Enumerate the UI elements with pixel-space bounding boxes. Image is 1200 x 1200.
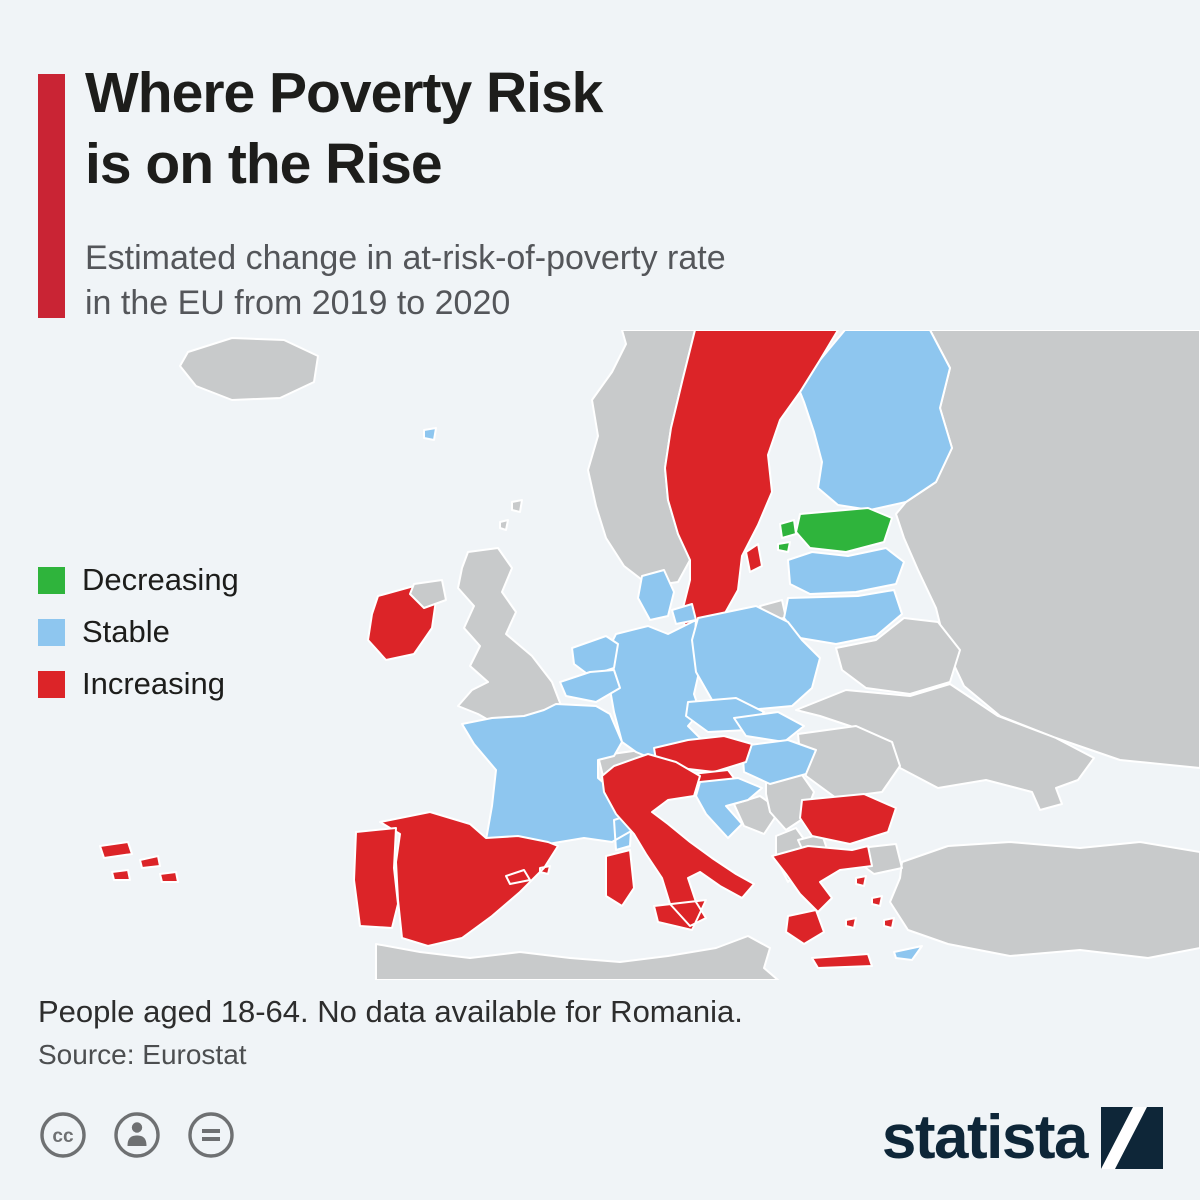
map-region-north-africa	[375, 935, 779, 980]
legend-label-decreasing: Decreasing	[82, 562, 239, 597]
page-subtitle-line2: in the EU from 2019 to 2020	[85, 283, 511, 322]
statista-logo[interactable]: statista	[882, 1107, 1163, 1169]
legend-label-increasing: Increasing	[82, 666, 226, 701]
map-country-belarus	[835, 617, 961, 695]
europe-choropleth-map	[99, 330, 1200, 980]
statista-wordmark: statista	[881, 1103, 1089, 1172]
map-country-iceland	[179, 337, 319, 401]
attribution-person-icon[interactable]	[112, 1110, 162, 1160]
legend: Decreasing Stable Increasing	[38, 562, 239, 702]
map-country-netherlands	[571, 635, 619, 677]
source-line: Source: Eurostat	[38, 1039, 247, 1070]
map-country-germany	[605, 619, 707, 763]
map-region-northern-ireland	[409, 579, 447, 609]
title-accent-bar	[38, 74, 65, 318]
map-country-cyprus	[893, 945, 923, 961]
map-country-turkey	[857, 841, 1200, 959]
map-country-croatia	[695, 777, 763, 839]
map-country-italy	[601, 753, 755, 931]
map-country-greece	[771, 845, 895, 969]
map-country-latvia	[787, 547, 905, 595]
map-country-slovakia	[733, 711, 805, 743]
page-subtitle: Estimated change in at-risk-of-poverty r…	[85, 236, 726, 326]
map-country-portugal	[99, 827, 399, 929]
page-title: Where Poverty Risk is on the Rise	[85, 58, 603, 201]
equals-icon[interactable]	[186, 1110, 236, 1160]
statista-logo-mark	[1101, 1107, 1163, 1169]
legend-swatch-increasing	[38, 670, 65, 698]
map-country-belgium	[559, 669, 621, 703]
svg-text:cc: cc	[52, 1126, 74, 1147]
map-region-faroe-islands	[423, 427, 437, 441]
map-country-estonia	[777, 507, 893, 553]
map-country-poland	[691, 605, 821, 711]
page-subtitle-line1: Estimated change in at-risk-of-poverty r…	[85, 239, 726, 277]
page-title-line1: Where Poverty Risk	[85, 61, 603, 125]
legend-swatch-stable	[38, 618, 65, 646]
footnote: People aged 18-64. No data available for…	[38, 994, 743, 1029]
creative-commons-icon[interactable]: cc	[38, 1110, 88, 1160]
license-icons: cc	[38, 1110, 236, 1160]
map-country-denmark	[637, 569, 697, 625]
legend-item-increasing: Increasing	[38, 666, 239, 702]
legend-item-stable: Stable	[38, 614, 239, 650]
map-country-united-kingdom	[457, 499, 563, 753]
page-title-line2: is on the Rise	[85, 132, 443, 197]
map-country-finland	[799, 330, 953, 511]
map-country-hungary	[741, 739, 817, 785]
legend-swatch-decreasing	[38, 566, 65, 594]
map-country-spain	[111, 811, 559, 947]
legend-label-stable: Stable	[82, 614, 170, 649]
legend-item-decreasing: Decreasing	[38, 562, 239, 598]
map-country-bulgaria	[799, 793, 897, 845]
